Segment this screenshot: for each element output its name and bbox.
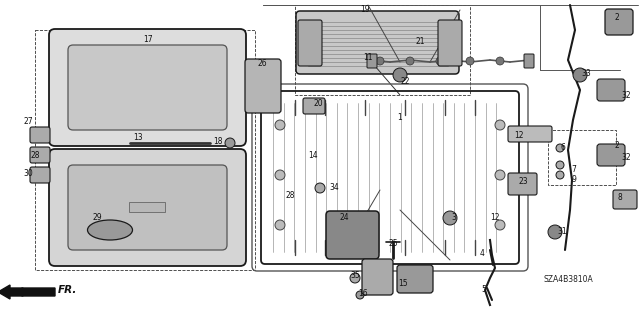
FancyBboxPatch shape <box>508 126 552 142</box>
Text: 28: 28 <box>30 151 40 160</box>
FancyBboxPatch shape <box>397 265 433 293</box>
Circle shape <box>443 211 457 225</box>
Circle shape <box>436 57 444 65</box>
Text: 32: 32 <box>621 91 631 100</box>
Text: FR.: FR. <box>58 285 77 295</box>
Circle shape <box>308 102 316 110</box>
Circle shape <box>393 68 407 82</box>
FancyBboxPatch shape <box>597 144 625 166</box>
Circle shape <box>337 220 367 250</box>
Text: 34: 34 <box>329 183 339 192</box>
FancyBboxPatch shape <box>524 54 534 68</box>
Circle shape <box>406 57 414 65</box>
Text: 17: 17 <box>143 35 153 44</box>
Circle shape <box>225 138 235 148</box>
Text: 21: 21 <box>415 38 425 47</box>
Text: 27: 27 <box>23 117 33 127</box>
Circle shape <box>376 57 384 65</box>
Text: 4: 4 <box>479 249 484 257</box>
Text: 20: 20 <box>313 100 323 108</box>
FancyBboxPatch shape <box>49 29 246 146</box>
Text: 26: 26 <box>257 60 267 69</box>
FancyBboxPatch shape <box>597 79 625 101</box>
Circle shape <box>495 170 505 180</box>
Text: SZA4B3810A: SZA4B3810A <box>543 276 593 285</box>
Text: 12: 12 <box>490 213 500 222</box>
FancyBboxPatch shape <box>303 98 325 114</box>
FancyBboxPatch shape <box>68 45 227 130</box>
Text: 32: 32 <box>621 153 631 162</box>
Text: 14: 14 <box>308 151 318 160</box>
FancyBboxPatch shape <box>508 173 537 195</box>
FancyBboxPatch shape <box>30 127 50 143</box>
FancyBboxPatch shape <box>438 20 462 66</box>
Circle shape <box>315 183 325 193</box>
FancyBboxPatch shape <box>298 20 322 66</box>
Text: 15: 15 <box>398 279 408 288</box>
Circle shape <box>466 57 474 65</box>
Text: 22: 22 <box>400 78 410 86</box>
Text: 6: 6 <box>561 144 565 152</box>
Circle shape <box>372 263 382 273</box>
Text: 1: 1 <box>397 114 403 122</box>
FancyBboxPatch shape <box>296 11 459 74</box>
Text: 30: 30 <box>23 168 33 177</box>
Text: 5: 5 <box>481 286 486 294</box>
Text: 24: 24 <box>339 213 349 222</box>
Text: 11: 11 <box>364 54 372 63</box>
Text: 7: 7 <box>572 166 577 174</box>
Text: 23: 23 <box>518 177 528 187</box>
FancyBboxPatch shape <box>326 211 379 259</box>
Text: 9: 9 <box>572 175 577 184</box>
FancyBboxPatch shape <box>245 59 281 113</box>
Text: 25: 25 <box>388 240 398 249</box>
FancyBboxPatch shape <box>613 190 637 209</box>
Circle shape <box>350 273 360 283</box>
FancyBboxPatch shape <box>367 54 377 68</box>
FancyBboxPatch shape <box>49 149 246 266</box>
Circle shape <box>275 170 285 180</box>
Ellipse shape <box>88 220 132 240</box>
Circle shape <box>495 220 505 230</box>
Circle shape <box>496 57 504 65</box>
Text: 13: 13 <box>133 133 143 143</box>
Bar <box>129 202 165 212</box>
Text: 16: 16 <box>358 290 368 299</box>
Circle shape <box>275 220 285 230</box>
FancyBboxPatch shape <box>30 147 50 163</box>
Bar <box>295 5 470 95</box>
Text: 8: 8 <box>618 192 622 202</box>
Text: 18: 18 <box>213 137 223 146</box>
Text: 35: 35 <box>350 271 360 279</box>
Text: 29: 29 <box>92 213 102 222</box>
Circle shape <box>556 161 564 169</box>
FancyBboxPatch shape <box>362 259 393 295</box>
FancyBboxPatch shape <box>30 167 50 183</box>
Circle shape <box>345 228 359 242</box>
FancyBboxPatch shape <box>605 9 633 35</box>
Circle shape <box>409 272 421 284</box>
FancyArrow shape <box>0 285 55 299</box>
Text: 28: 28 <box>285 190 295 199</box>
Text: 31: 31 <box>557 227 567 236</box>
Circle shape <box>556 171 564 179</box>
Text: 33: 33 <box>581 69 591 78</box>
Circle shape <box>548 225 562 239</box>
Circle shape <box>573 68 587 82</box>
Circle shape <box>495 120 505 130</box>
Circle shape <box>275 120 285 130</box>
Text: 12: 12 <box>515 130 524 139</box>
Circle shape <box>356 291 364 299</box>
FancyBboxPatch shape <box>68 165 227 250</box>
Text: 2: 2 <box>614 13 620 23</box>
Text: 2: 2 <box>614 140 620 150</box>
Bar <box>548 130 616 185</box>
Circle shape <box>556 144 564 152</box>
Text: 3: 3 <box>452 213 456 222</box>
Bar <box>35 30 255 270</box>
Text: 19: 19 <box>360 5 370 14</box>
